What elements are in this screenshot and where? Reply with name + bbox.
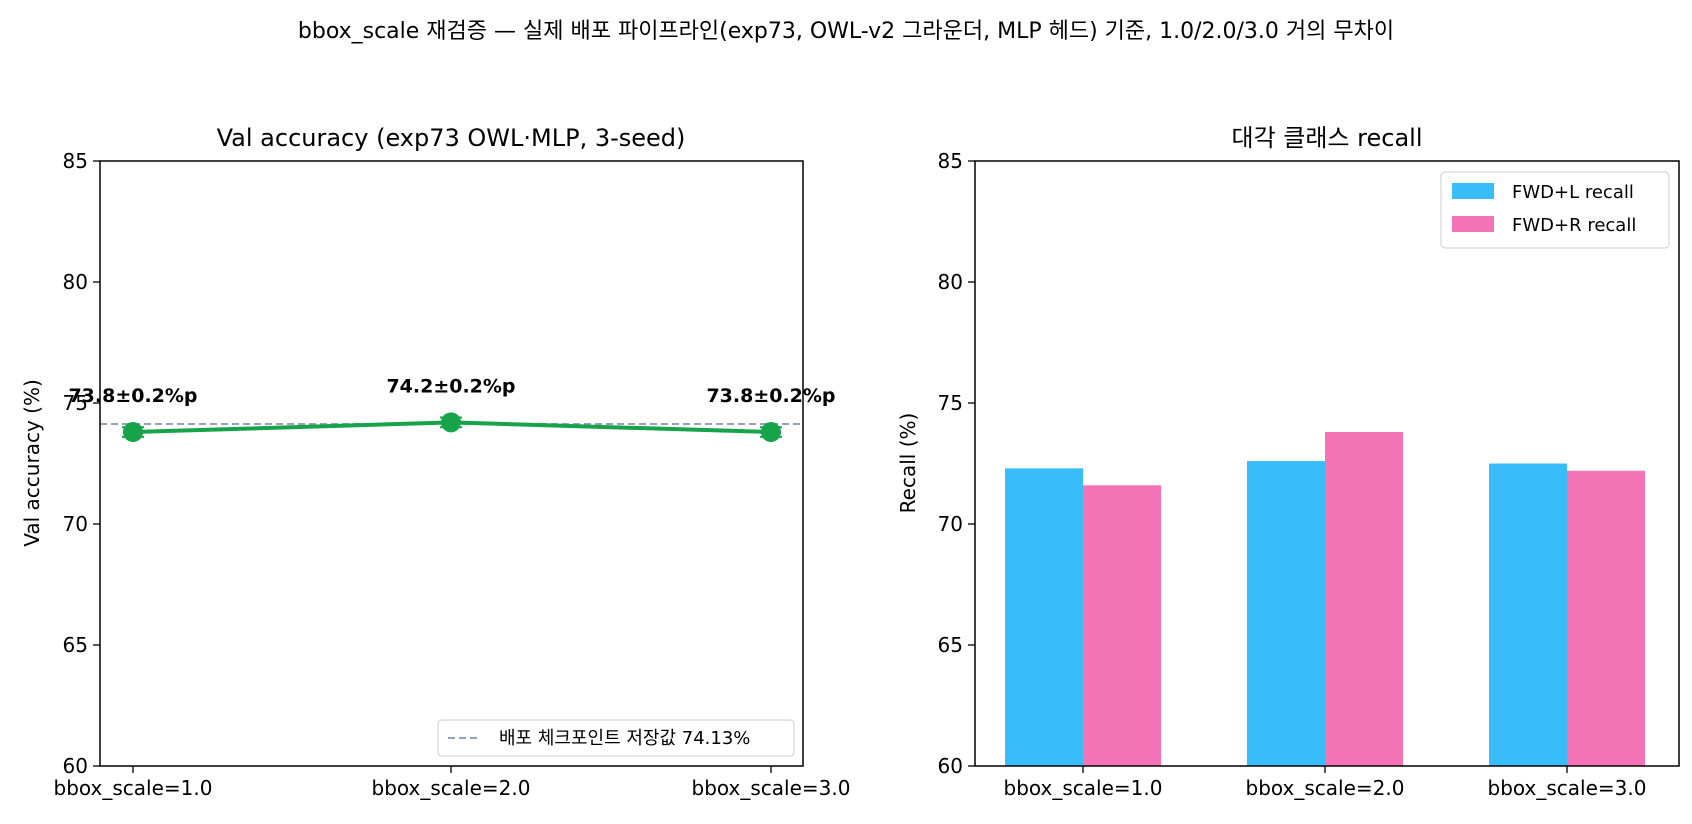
y-tick-label: 85 bbox=[938, 149, 963, 173]
recall-chart: 대각 클래스 recall Recall (%) 60 65 70 75 80 85 bbo… bbox=[896, 124, 1680, 800]
x-tick-label: bbox_scale=2.0 bbox=[372, 776, 531, 800]
x-tick-label: bbox_scale=2.0 bbox=[1246, 776, 1405, 800]
recall-bar bbox=[1489, 463, 1567, 766]
accuracy-plot-frame bbox=[99, 160, 804, 767]
y-tick-label: 60 bbox=[63, 754, 88, 778]
legend-label: FWD+L recall bbox=[1512, 182, 1634, 203]
legend-box bbox=[437, 719, 795, 757]
y-tick-label: 70 bbox=[938, 512, 963, 536]
legend-swatch bbox=[1452, 183, 1494, 199]
y-tick-label: 85 bbox=[63, 149, 88, 173]
y-tick-label: 75 bbox=[938, 391, 963, 415]
recall-bar bbox=[1567, 470, 1645, 766]
recall-bar bbox=[1247, 461, 1325, 766]
y-tick-label: 75 bbox=[63, 391, 88, 415]
accuracy-chart: Val accuracy (exp73 OWL·MLP, 3-seed) Val… bbox=[20, 124, 850, 800]
accuracy-chart-y-label: Val accuracy (%) bbox=[20, 379, 44, 547]
legend-label: FWD+R recall bbox=[1512, 215, 1636, 236]
y-tick-label: 70 bbox=[63, 512, 88, 536]
accuracy-chart-title: Val accuracy (exp73 OWL·MLP, 3-seed) bbox=[217, 124, 686, 152]
figure-suptitle: bbox_scale 재검증 — 실제 배포 파이프라인(exp73, OWL-… bbox=[298, 19, 1394, 44]
y-tick-label: 65 bbox=[63, 633, 88, 657]
legend-swatch bbox=[1452, 216, 1494, 232]
recall-bar bbox=[1005, 468, 1083, 766]
data-label: 73.8±0.2%p bbox=[706, 385, 835, 407]
recall-chart-y-label: Recall (%) bbox=[896, 413, 920, 514]
x-tick-label: bbox_scale=1.0 bbox=[54, 776, 213, 800]
x-tick-label: bbox_scale=1.0 bbox=[1004, 776, 1163, 800]
recall-plot-frame bbox=[974, 160, 1680, 767]
y-tick-label: 80 bbox=[938, 270, 963, 294]
y-tick-label: 80 bbox=[63, 270, 88, 294]
y-tick-label: 65 bbox=[938, 633, 963, 657]
accuracy-legend: 배포 체크포인트 저장값 74.13% bbox=[437, 719, 795, 757]
recall-bar bbox=[1083, 485, 1161, 766]
data-point bbox=[761, 422, 781, 443]
y-tick-label: 60 bbox=[938, 754, 963, 778]
legend-box bbox=[1440, 171, 1670, 249]
data-label: 73.8±0.2%p bbox=[68, 385, 197, 407]
x-tick-label: bbox_scale=3.0 bbox=[692, 776, 851, 800]
data-label: 74.2±0.2%p bbox=[386, 375, 515, 397]
data-point bbox=[123, 422, 143, 443]
x-tick-label: bbox_scale=3.0 bbox=[1488, 776, 1647, 800]
recall-bar bbox=[1325, 432, 1403, 766]
recall-legend: FWD+L recall FWD+R recall bbox=[1440, 171, 1670, 249]
data-point bbox=[441, 412, 461, 433]
legend-label-reference: 배포 체크포인트 저장값 74.13% bbox=[499, 728, 750, 749]
recall-chart-title: 대각 클래스 recall bbox=[1231, 124, 1422, 152]
